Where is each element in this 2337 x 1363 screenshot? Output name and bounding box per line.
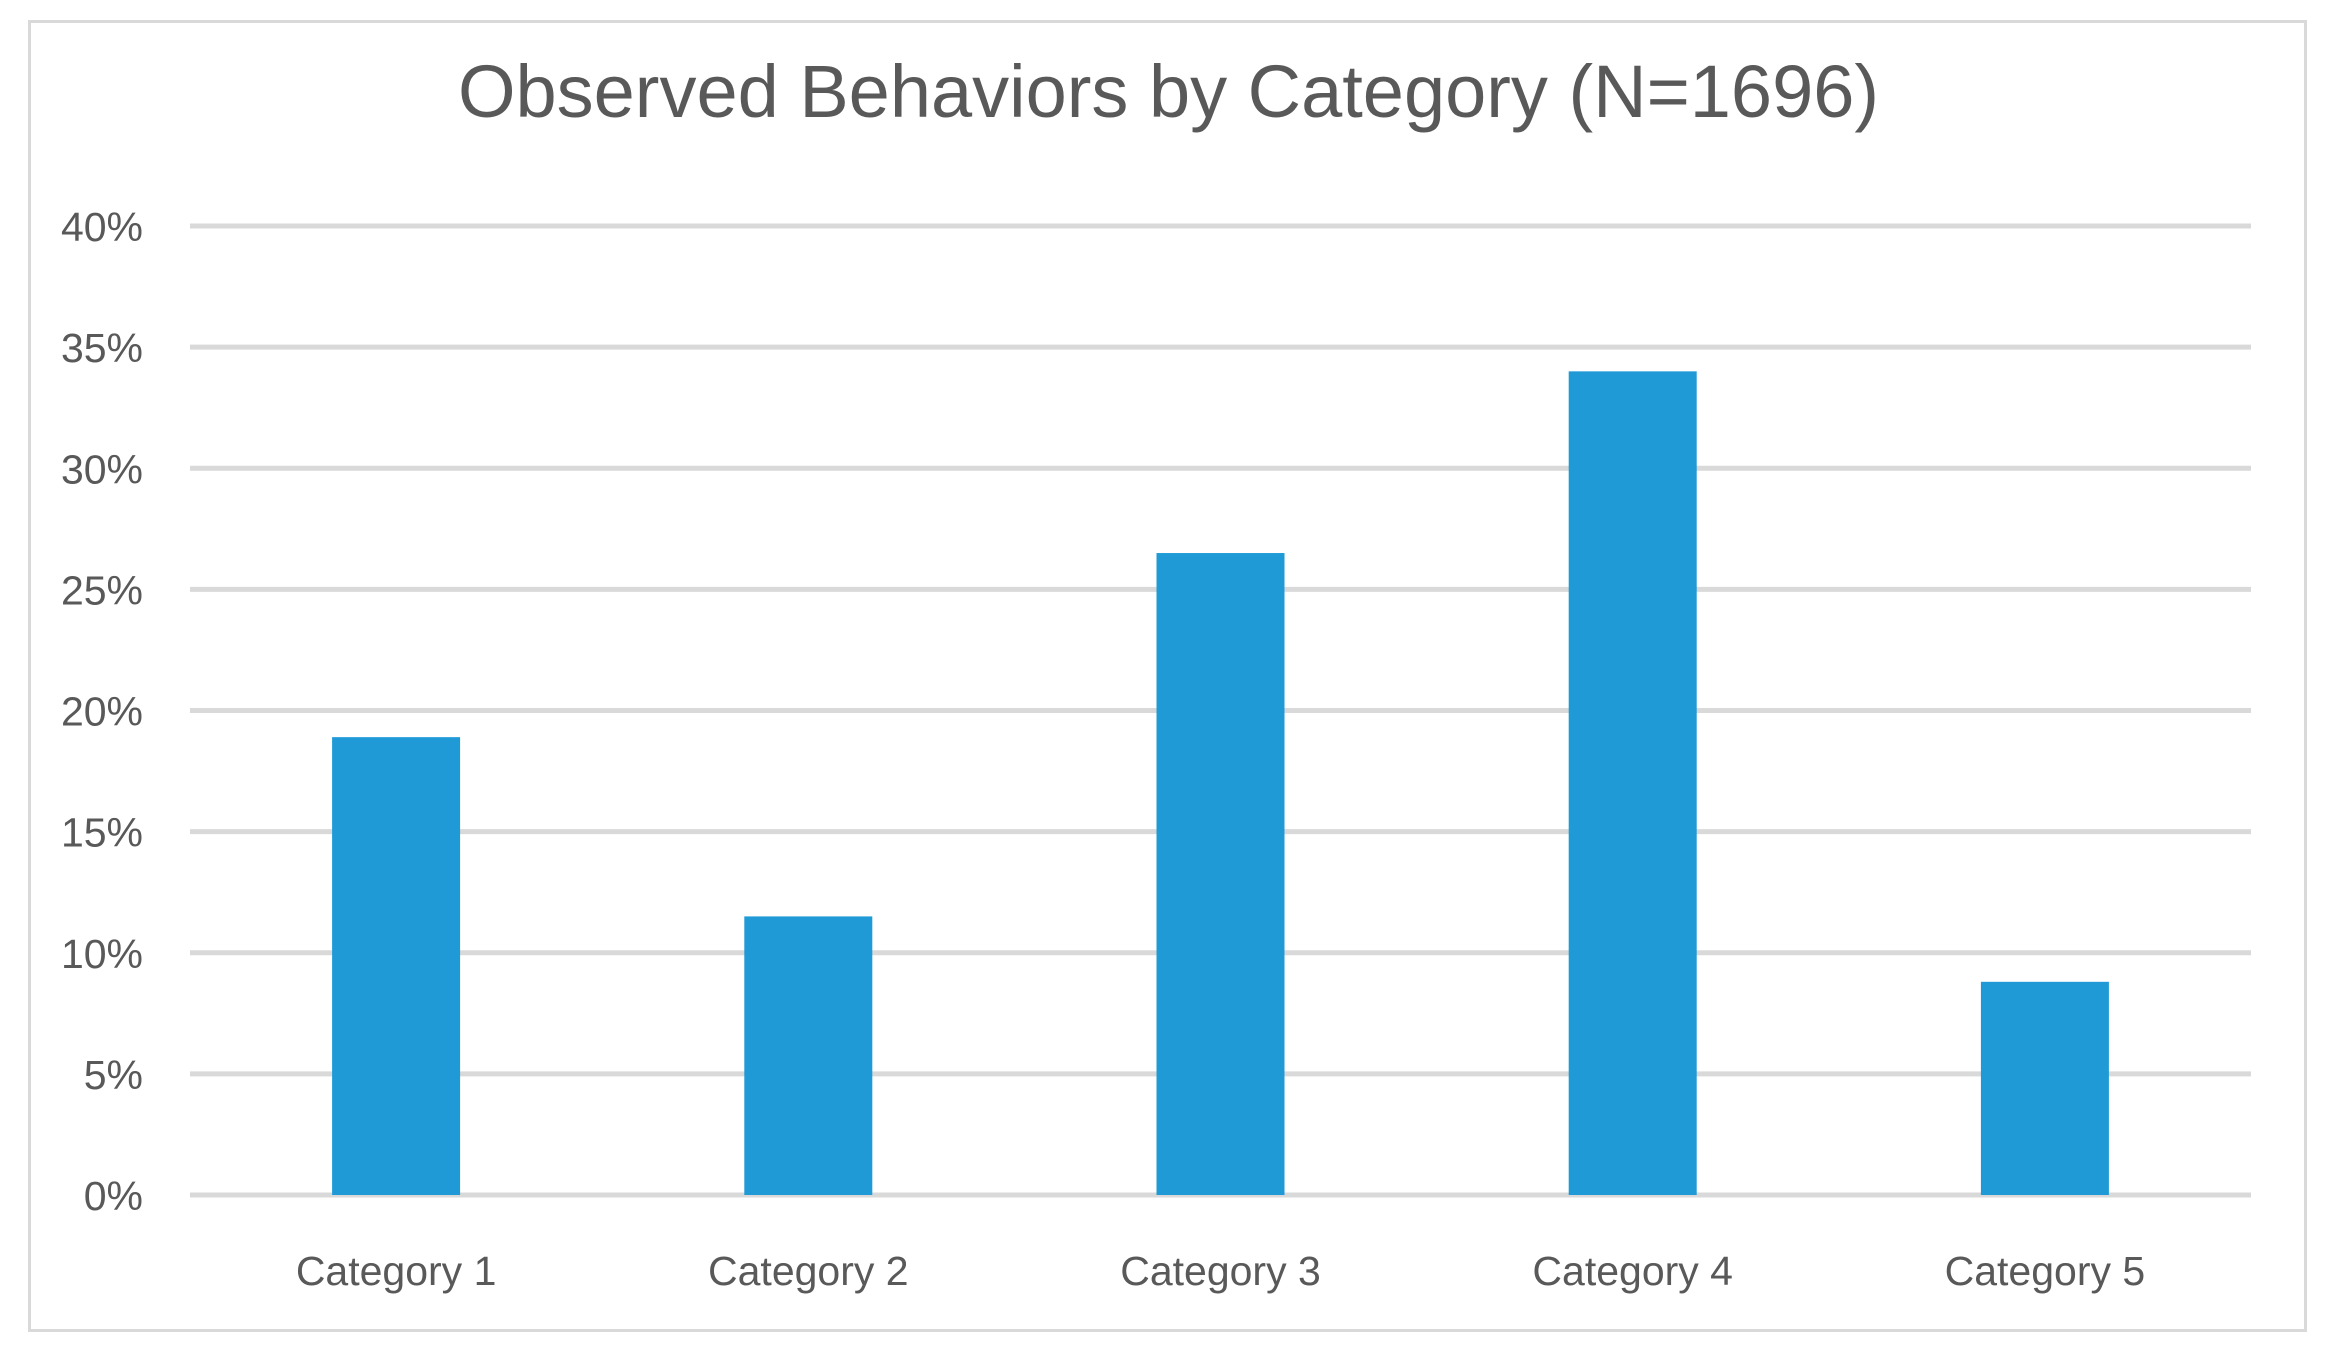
y-tick-label: 30% (61, 446, 143, 492)
x-tick-label: Category 5 (1945, 1248, 2146, 1294)
bar (1156, 553, 1285, 1195)
y-tick-label: 5% (84, 1052, 143, 1098)
x-tick-label: Category 2 (708, 1248, 909, 1294)
x-tick-label: Category 4 (1532, 1248, 1733, 1294)
y-tick-label: 35% (61, 325, 143, 371)
bar (1568, 371, 1697, 1196)
bars (332, 371, 2109, 1196)
x-tick-label: Category 3 (1120, 1248, 1321, 1294)
bar (332, 737, 461, 1195)
y-tick-label: 25% (61, 567, 143, 613)
y-axis-tick-labels: 0% 5% 10% 15% 20% 25% 30% 35% 40% (61, 204, 143, 1219)
y-tick-label: 15% (61, 810, 143, 856)
y-tick-label: 40% (61, 204, 143, 250)
x-axis-tick-labels: Category 1 Category 2 Category 3 Category 4… (296, 1248, 2145, 1294)
y-tick-label: 0% (84, 1173, 143, 1219)
bar (744, 916, 873, 1195)
y-tick-label: 20% (61, 689, 143, 735)
bar (1980, 981, 2109, 1195)
chart-title: Observed Behaviors by Category (N=1696) (457, 50, 1880, 133)
y-tick-label: 10% (61, 931, 143, 977)
x-tick-label: Category 1 (296, 1248, 497, 1294)
